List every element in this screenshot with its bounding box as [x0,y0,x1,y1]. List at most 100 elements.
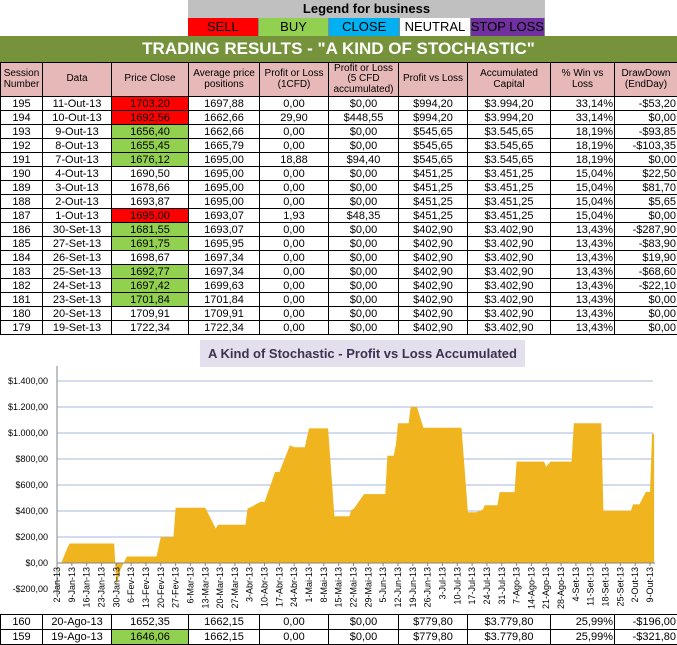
cell-price-close: 1703,20 [111,96,189,111]
x-tick-label: 27-Fev-13 [171,567,181,608]
cell-session-number: 182 [0,278,43,293]
cell-accumulated-capital: $3.402,90 [467,292,551,307]
cell-accumulated-capital: $3.779,80 [467,614,551,630]
cell-drawdown: -$321,80 [614,629,677,645]
x-tick-label: 6-Mar-13 [185,567,195,604]
cell-date: 26-Set-13 [42,250,112,265]
cell-profit-vs-loss: $779,80 [398,614,468,630]
cell-win-vs-loss: 33,14% [550,96,615,111]
cell-date: 19-Set-13 [42,320,112,335]
x-tick-label: 25-Set-13 [615,567,625,607]
x-tick-label: 16-Jan-13 [82,567,92,608]
x-tick-label: 17-Abr-13 [274,567,284,607]
cell-profit-loss-5cfd: $0,00 [328,124,399,139]
cell-profit-loss-1cfd: 0,00 [259,250,329,265]
profit-chart: -$200,00 $0,00 $200,00 $400,00 $600,00 $800,0… [0,336,677,613]
cell-drawdown: -$103,35 [614,138,677,153]
cell-price-close: 1678,66 [111,180,189,195]
x-tick-label: 21-Ago-13 [541,567,551,609]
cell-profit-loss-5cfd: $0,00 [328,320,399,335]
cell-profit-vs-loss: $402,90 [398,320,468,335]
y-tick-label: $0,00 [25,558,48,568]
x-tick-label: 13-Mar-13 [200,567,210,609]
cell-profit-loss-1cfd: 0,00 [259,320,329,335]
table-row: 190 4-Out-13 1690,50 1695,00 0,00 $0,00 $451,2… [0,166,677,181]
cell-profit-loss-1cfd: 0,00 [259,96,329,111]
x-tick-label: 29-Mai-13 [363,567,373,608]
cell-accumulated-capital: $3.451,25 [467,180,551,195]
x-tick-label: 2-Jan-13 [52,567,62,603]
cell-accumulated-capital: $3.402,90 [467,222,551,237]
cell-average-price: 1697,34 [188,264,260,279]
x-tick-label: 27-Mar-13 [230,567,240,609]
cell-drawdown: -$53,20 [614,96,677,111]
cell-win-vs-loss: 13,43% [550,292,615,307]
cell-average-price: 1695,00 [188,180,260,195]
cell-drawdown: -$83,90 [614,236,677,251]
cell-accumulated-capital: $3.402,90 [467,320,551,335]
cell-profit-loss-1cfd: 1,93 [259,208,329,223]
cell-average-price: 1697,88 [188,96,260,111]
cell-win-vs-loss: 18,19% [550,138,615,153]
cell-date: 10-Out-13 [42,110,112,125]
cell-profit-loss-5cfd: $0,00 [328,292,399,307]
cell-profit-loss-5cfd: $0,00 [328,166,399,181]
cell-session-number: 179 [0,320,43,335]
table-row: 159 19-Ago-13 1646,06 1662,15 0,00 $0,00 $779,… [0,629,677,645]
x-tick-label: 26-Jun-13 [423,567,433,608]
cell-drawdown: $0,00 [614,320,677,335]
x-tick-label: 17-Jul-13 [467,567,477,605]
column-header-average-price: Average price positions [188,62,260,97]
cell-profit-loss-5cfd: $448,55 [328,110,399,125]
x-tick-label: 24-Jul-13 [482,567,492,605]
cell-profit-loss-1cfd: 0,00 [259,138,329,153]
y-tick-label: -$200,00 [12,584,48,594]
table-row: 180 20-Set-13 1709,91 1709,91 0,00 $0,00 $402,… [0,306,677,321]
y-tick-label: $800,00 [15,454,48,464]
cell-average-price: 1709,91 [188,306,260,321]
cell-session-number: 193 [0,124,43,139]
cell-average-price: 1693,07 [188,222,260,237]
cell-average-price: 1693,07 [188,208,260,223]
cell-session-number: 188 [0,194,43,209]
table-row: 181 23-Set-13 1701,84 1701,84 0,00 $0,00 $402,… [0,292,677,307]
x-tick-label: 8-Mai-13 [319,567,329,603]
cell-profit-loss-1cfd: 0,00 [259,306,329,321]
y-tick-label: $600,00 [15,480,48,490]
cell-price-close: 1692,56 [111,110,189,125]
x-tick-label: 12-Jun-13 [393,567,403,608]
cell-session-number: 160 [0,614,43,630]
cell-profit-vs-loss: $402,90 [398,306,468,321]
cell-win-vs-loss: 15,04% [550,208,615,223]
results-table: Session Number Data Price Close Average pri… [0,62,677,335]
cell-win-vs-loss: 15,04% [550,166,615,181]
cell-profit-vs-loss: $402,90 [398,278,468,293]
table-row: 192 8-Out-13 1655,45 1665,79 0,00 $0,00 $545,6… [0,138,677,153]
cell-session-number: 194 [0,110,43,125]
cell-accumulated-capital: $3.402,90 [467,306,551,321]
table-row: 185 27-Set-13 1691,75 1695,95 0,00 $0,00 $402,… [0,236,677,251]
y-tick-label: $200,00 [15,532,48,542]
cell-average-price: 1695,00 [188,152,260,167]
cell-profit-loss-5cfd: $0,00 [328,222,399,237]
cell-profit-loss-5cfd: $0,00 [328,250,399,265]
cell-session-number: 181 [0,292,43,307]
cell-date: 8-Out-13 [42,138,112,153]
x-tick-label: 9-Out-13 [645,567,655,603]
cell-average-price: 1699,63 [188,278,260,293]
cell-date: 25-Set-13 [42,264,112,279]
cell-win-vs-loss: 13,43% [550,278,615,293]
cell-price-close: 1698,67 [111,250,189,265]
cell-drawdown: -$22,10 [614,278,677,293]
cell-drawdown: $0,00 [614,292,677,307]
table-row: 193 9-Out-13 1656,40 1662,66 0,00 $0,00 $545,6… [0,124,677,139]
cell-win-vs-loss: 13,43% [550,236,615,251]
x-tick-label: 20-Mar-13 [215,567,225,609]
cell-drawdown: $0,00 [614,208,677,223]
cell-profit-loss-1cfd: 0,00 [259,166,329,181]
cell-price-close: 1681,55 [111,222,189,237]
table-row: 179 19-Set-13 1722,34 1722,34 0,00 $0,00 $402,… [0,320,677,335]
table-row: 194 10-Out-13 1692,56 1662,66 29,90 $448,55 $9… [0,110,677,125]
cell-profit-loss-5cfd: $0,00 [328,96,399,111]
x-tick-label: 11-Set-13 [586,567,596,606]
